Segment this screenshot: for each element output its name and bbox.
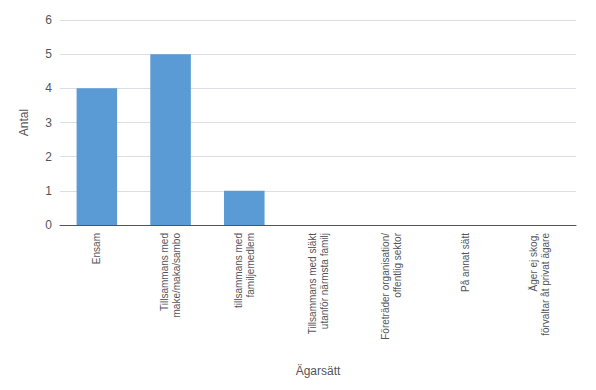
svg-text:Antal: Antal [17, 109, 31, 136]
svg-text:make/maka/sambo: make/maka/sambo [171, 233, 182, 318]
svg-text:2: 2 [45, 150, 52, 164]
svg-text:familjemedlem: familjemedlem [245, 233, 256, 297]
svg-text:Äger ej skog,: Äger ej skog, [528, 233, 539, 291]
svg-text:0: 0 [45, 218, 52, 232]
svg-text:1: 1 [45, 184, 52, 198]
svg-text:offentlig sektor: offentlig sektor [392, 232, 403, 298]
svg-text:Företräder organisation/: Företräder organisation/ [380, 233, 391, 340]
svg-text:På annat sätt: På annat sätt [460, 233, 471, 292]
svg-text:3: 3 [45, 116, 52, 130]
svg-text:Ensam: Ensam [91, 233, 102, 264]
svg-text:Ägarsätt: Ägarsätt [296, 364, 341, 378]
svg-text:Tillsammans med släkt: Tillsammans med släkt [307, 233, 318, 335]
svg-text:utanför närmsta familj: utanför närmsta familj [319, 233, 330, 329]
svg-text:tillsammans med: tillsammans med [233, 233, 244, 308]
svg-text:förvaltar åt privat ägare: förvaltar åt privat ägare [540, 233, 551, 336]
svg-text:4: 4 [45, 81, 52, 95]
svg-text:Tillsammans med: Tillsammans med [159, 233, 170, 311]
svg-text:5: 5 [45, 47, 52, 61]
svg-text:6: 6 [45, 13, 52, 27]
